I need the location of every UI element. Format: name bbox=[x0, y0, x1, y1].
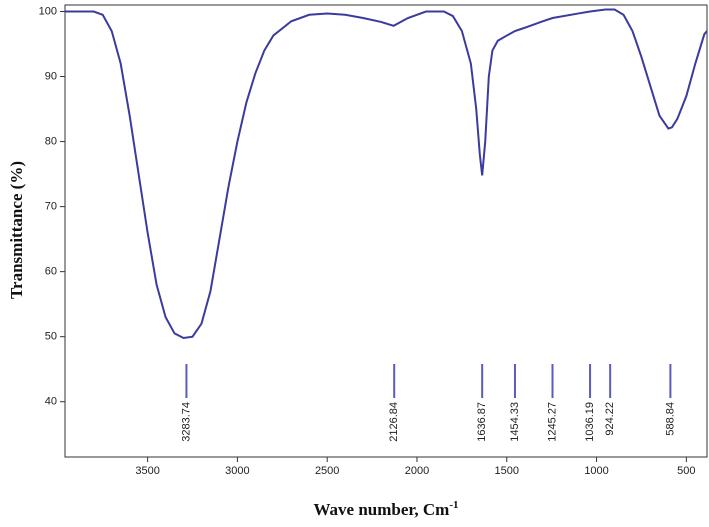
x-tick-label: 500 bbox=[677, 465, 695, 477]
x-axis-title-main: Wave number, Cm bbox=[313, 500, 449, 519]
x-tick-label: 1500 bbox=[495, 465, 519, 477]
peak-label: 3283.74 bbox=[180, 402, 192, 442]
peak-label: 1454.33 bbox=[509, 402, 521, 442]
y-tick-label: 50 bbox=[45, 331, 57, 343]
x-axis-title: Wave number, Cm-1 bbox=[313, 499, 458, 519]
x-tick-label: 3500 bbox=[135, 465, 159, 477]
x-tick-label: 3000 bbox=[225, 465, 249, 477]
y-axis-title: Transmittance (%) bbox=[7, 161, 26, 299]
peak-label: 924.22 bbox=[604, 402, 616, 436]
x-tick-label: 1000 bbox=[584, 465, 608, 477]
y-tick-label: 100 bbox=[39, 5, 57, 17]
y-tick-label: 90 bbox=[45, 70, 57, 82]
peak-label: 2126.84 bbox=[388, 402, 400, 442]
y-tick-label: 40 bbox=[45, 396, 57, 408]
x-tick-label: 2000 bbox=[405, 465, 429, 477]
peak-label: 1636.87 bbox=[476, 402, 488, 442]
y-tick-label: 80 bbox=[45, 135, 57, 147]
peak-label: 1245.27 bbox=[546, 402, 558, 442]
peak-label: 588.84 bbox=[664, 402, 676, 436]
y-tick-label: 70 bbox=[45, 201, 57, 213]
peak-label: 1036.19 bbox=[584, 402, 596, 442]
spectrum-line bbox=[65, 8, 708, 340]
plot-frame bbox=[64, 4, 708, 458]
x-tick-label: 2500 bbox=[315, 465, 339, 477]
y-tick-label: 60 bbox=[45, 266, 57, 278]
x-axis-title-sup: -1 bbox=[449, 499, 458, 511]
